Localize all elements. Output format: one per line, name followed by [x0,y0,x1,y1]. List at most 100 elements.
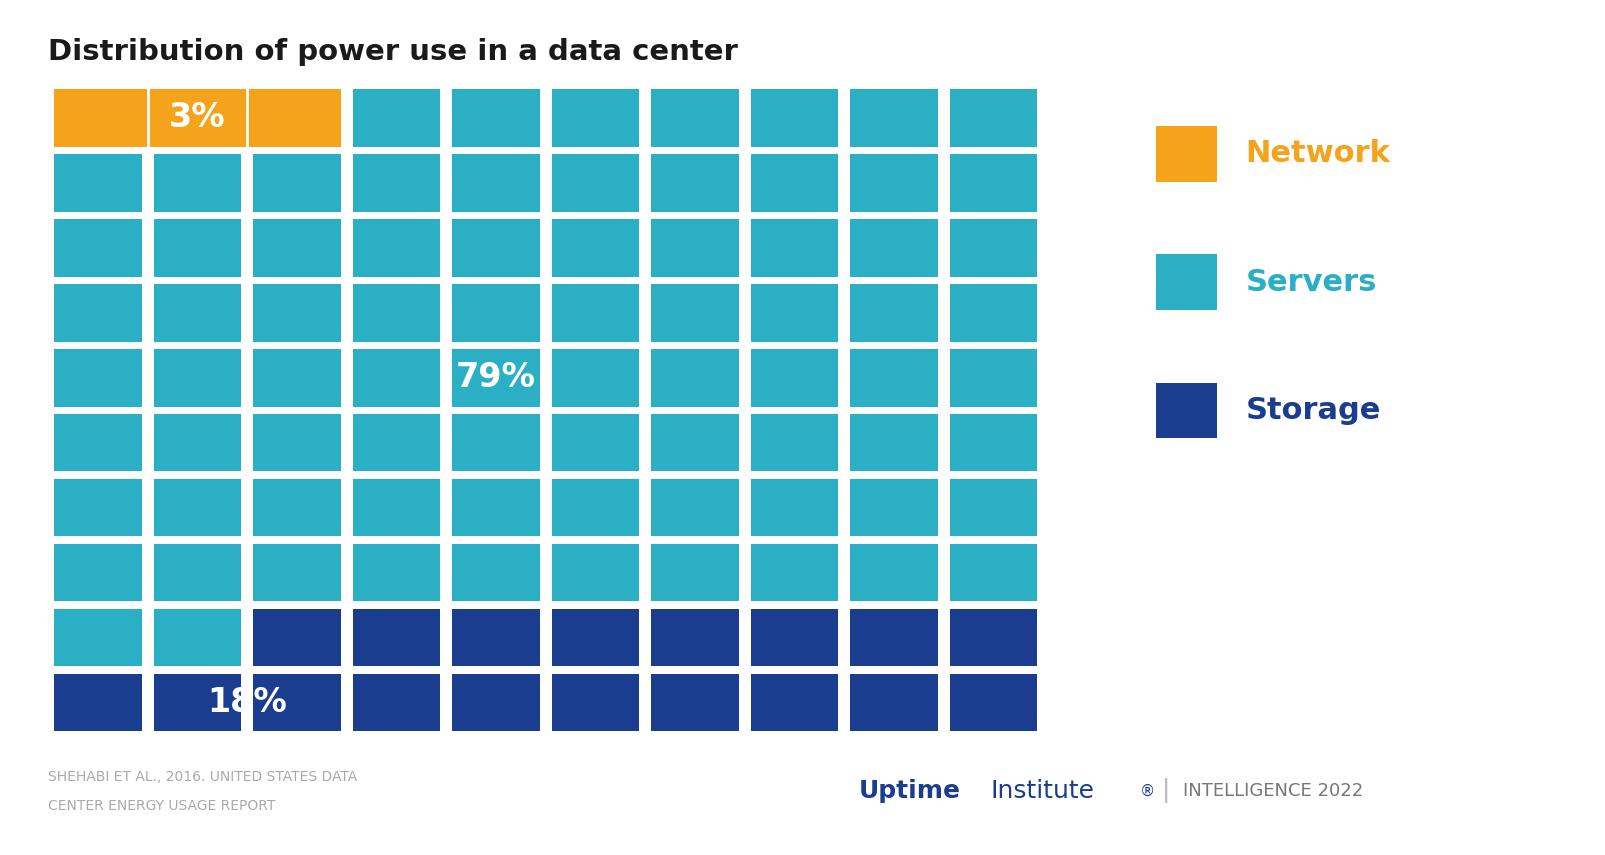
Bar [552,155,639,211]
Bar [453,90,539,146]
Bar [751,90,838,146]
Bar [154,610,241,666]
Bar [55,155,141,211]
Bar [751,480,838,536]
Text: Network: Network [1245,139,1390,168]
Bar [851,610,937,666]
Bar [254,480,340,536]
Text: Institute: Institute [990,779,1095,803]
Bar [950,350,1037,406]
Bar [353,610,440,666]
Bar [453,155,539,211]
Bar [453,220,539,276]
Bar [950,675,1037,731]
Bar [353,155,440,211]
Bar [154,545,241,601]
Bar [453,415,539,471]
Bar [154,415,241,471]
Bar [453,675,539,731]
Bar [55,350,141,406]
Text: SHEHABI ET AL., 2016. UNITED STATES DATA: SHEHABI ET AL., 2016. UNITED STATES DATA [48,770,358,783]
Text: Storage: Storage [1245,396,1380,425]
Bar [154,285,241,341]
Bar [751,545,838,601]
Text: 3%: 3% [169,102,226,134]
Bar [453,350,539,406]
Bar [353,285,440,341]
Bar [254,415,340,471]
Bar [851,545,937,601]
Bar [950,155,1037,211]
Bar [851,155,937,211]
Text: INTELLIGENCE 2022: INTELLIGENCE 2022 [1183,781,1363,800]
Text: CENTER ENERGY USAGE REPORT: CENTER ENERGY USAGE REPORT [48,799,276,813]
Bar [254,675,340,731]
Bar [55,285,141,341]
Bar [254,545,340,601]
Bar [950,480,1037,536]
Bar [254,610,340,666]
Bar [353,545,440,601]
Bar [254,350,340,406]
Bar [353,480,440,536]
Bar [652,415,738,471]
Bar [55,610,141,666]
Bar [851,285,937,341]
Bar [55,675,141,731]
Bar [652,285,738,341]
Bar [154,480,241,536]
Bar [652,155,738,211]
Bar [851,480,937,536]
Bar [453,285,539,341]
Bar [55,90,340,146]
Bar [652,90,738,146]
Bar [950,90,1037,146]
Bar [652,480,738,536]
Bar [453,545,539,601]
Bar [353,90,440,146]
Bar [652,610,738,666]
Bar [552,90,639,146]
Bar [353,350,440,406]
Bar [552,675,639,731]
Bar [751,675,838,731]
Bar [851,415,937,471]
Bar [652,675,738,731]
Bar [950,285,1037,341]
Bar [950,220,1037,276]
Bar [55,220,141,276]
Bar [751,610,838,666]
Bar [552,285,639,341]
Bar [154,220,241,276]
Bar [552,220,639,276]
Bar [652,545,738,601]
Text: Distribution of power use in a data center: Distribution of power use in a data cent… [48,38,738,67]
Bar [154,155,241,211]
Bar [552,545,639,601]
Bar [552,350,639,406]
Text: |: | [1162,778,1170,804]
Bar [652,350,738,406]
Bar [851,220,937,276]
Text: ®: ® [1140,783,1156,799]
Bar [453,610,539,666]
Bar [55,480,141,536]
Bar [751,350,838,406]
Bar [552,480,639,536]
Bar [552,610,639,666]
Bar [254,220,340,276]
Bar [353,415,440,471]
Bar [55,545,141,601]
Bar [652,220,738,276]
Bar [851,350,937,406]
Text: 79%: 79% [456,362,536,394]
Text: Servers: Servers [1245,268,1377,297]
Bar [353,675,440,731]
Bar [154,350,241,406]
Bar [950,415,1037,471]
Bar [552,415,639,471]
Text: Uptime: Uptime [859,779,961,803]
Bar [851,90,937,146]
Bar [751,285,838,341]
Bar [950,610,1037,666]
